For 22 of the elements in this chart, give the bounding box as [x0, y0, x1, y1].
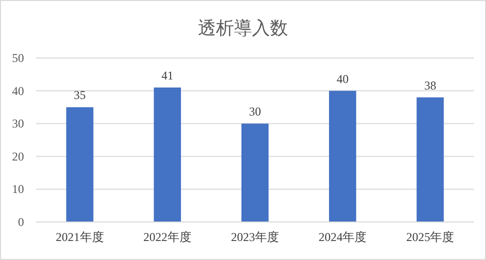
data-label: 40 [336, 72, 349, 86]
chart-title: 透析導入数 [198, 18, 288, 38]
x-tick-label: 2025年度 [406, 230, 454, 244]
bar [66, 107, 94, 222]
bar [416, 97, 444, 222]
x-tick-label: 2022年度 [143, 230, 192, 244]
bar [241, 124, 269, 222]
bar [154, 88, 181, 222]
bar [329, 90, 356, 222]
x-tick-label: 2024年度 [318, 230, 367, 244]
data-label: 30 [249, 104, 261, 119]
data-label: 41 [161, 68, 174, 83]
y-tick-label: 50 [12, 51, 24, 65]
x-tick-label: 2021年度 [56, 230, 104, 244]
y-tick-label: 0 [18, 215, 24, 229]
y-tick-label: 30 [12, 116, 24, 131]
data-label: 35 [74, 88, 86, 102]
x-tick-label: 2023年度 [231, 230, 279, 244]
data-label: 38 [424, 78, 436, 92]
y-tick-label: 10 [12, 182, 24, 196]
y-tick-label: 40 [12, 84, 24, 98]
y-tick-label: 20 [12, 149, 24, 164]
